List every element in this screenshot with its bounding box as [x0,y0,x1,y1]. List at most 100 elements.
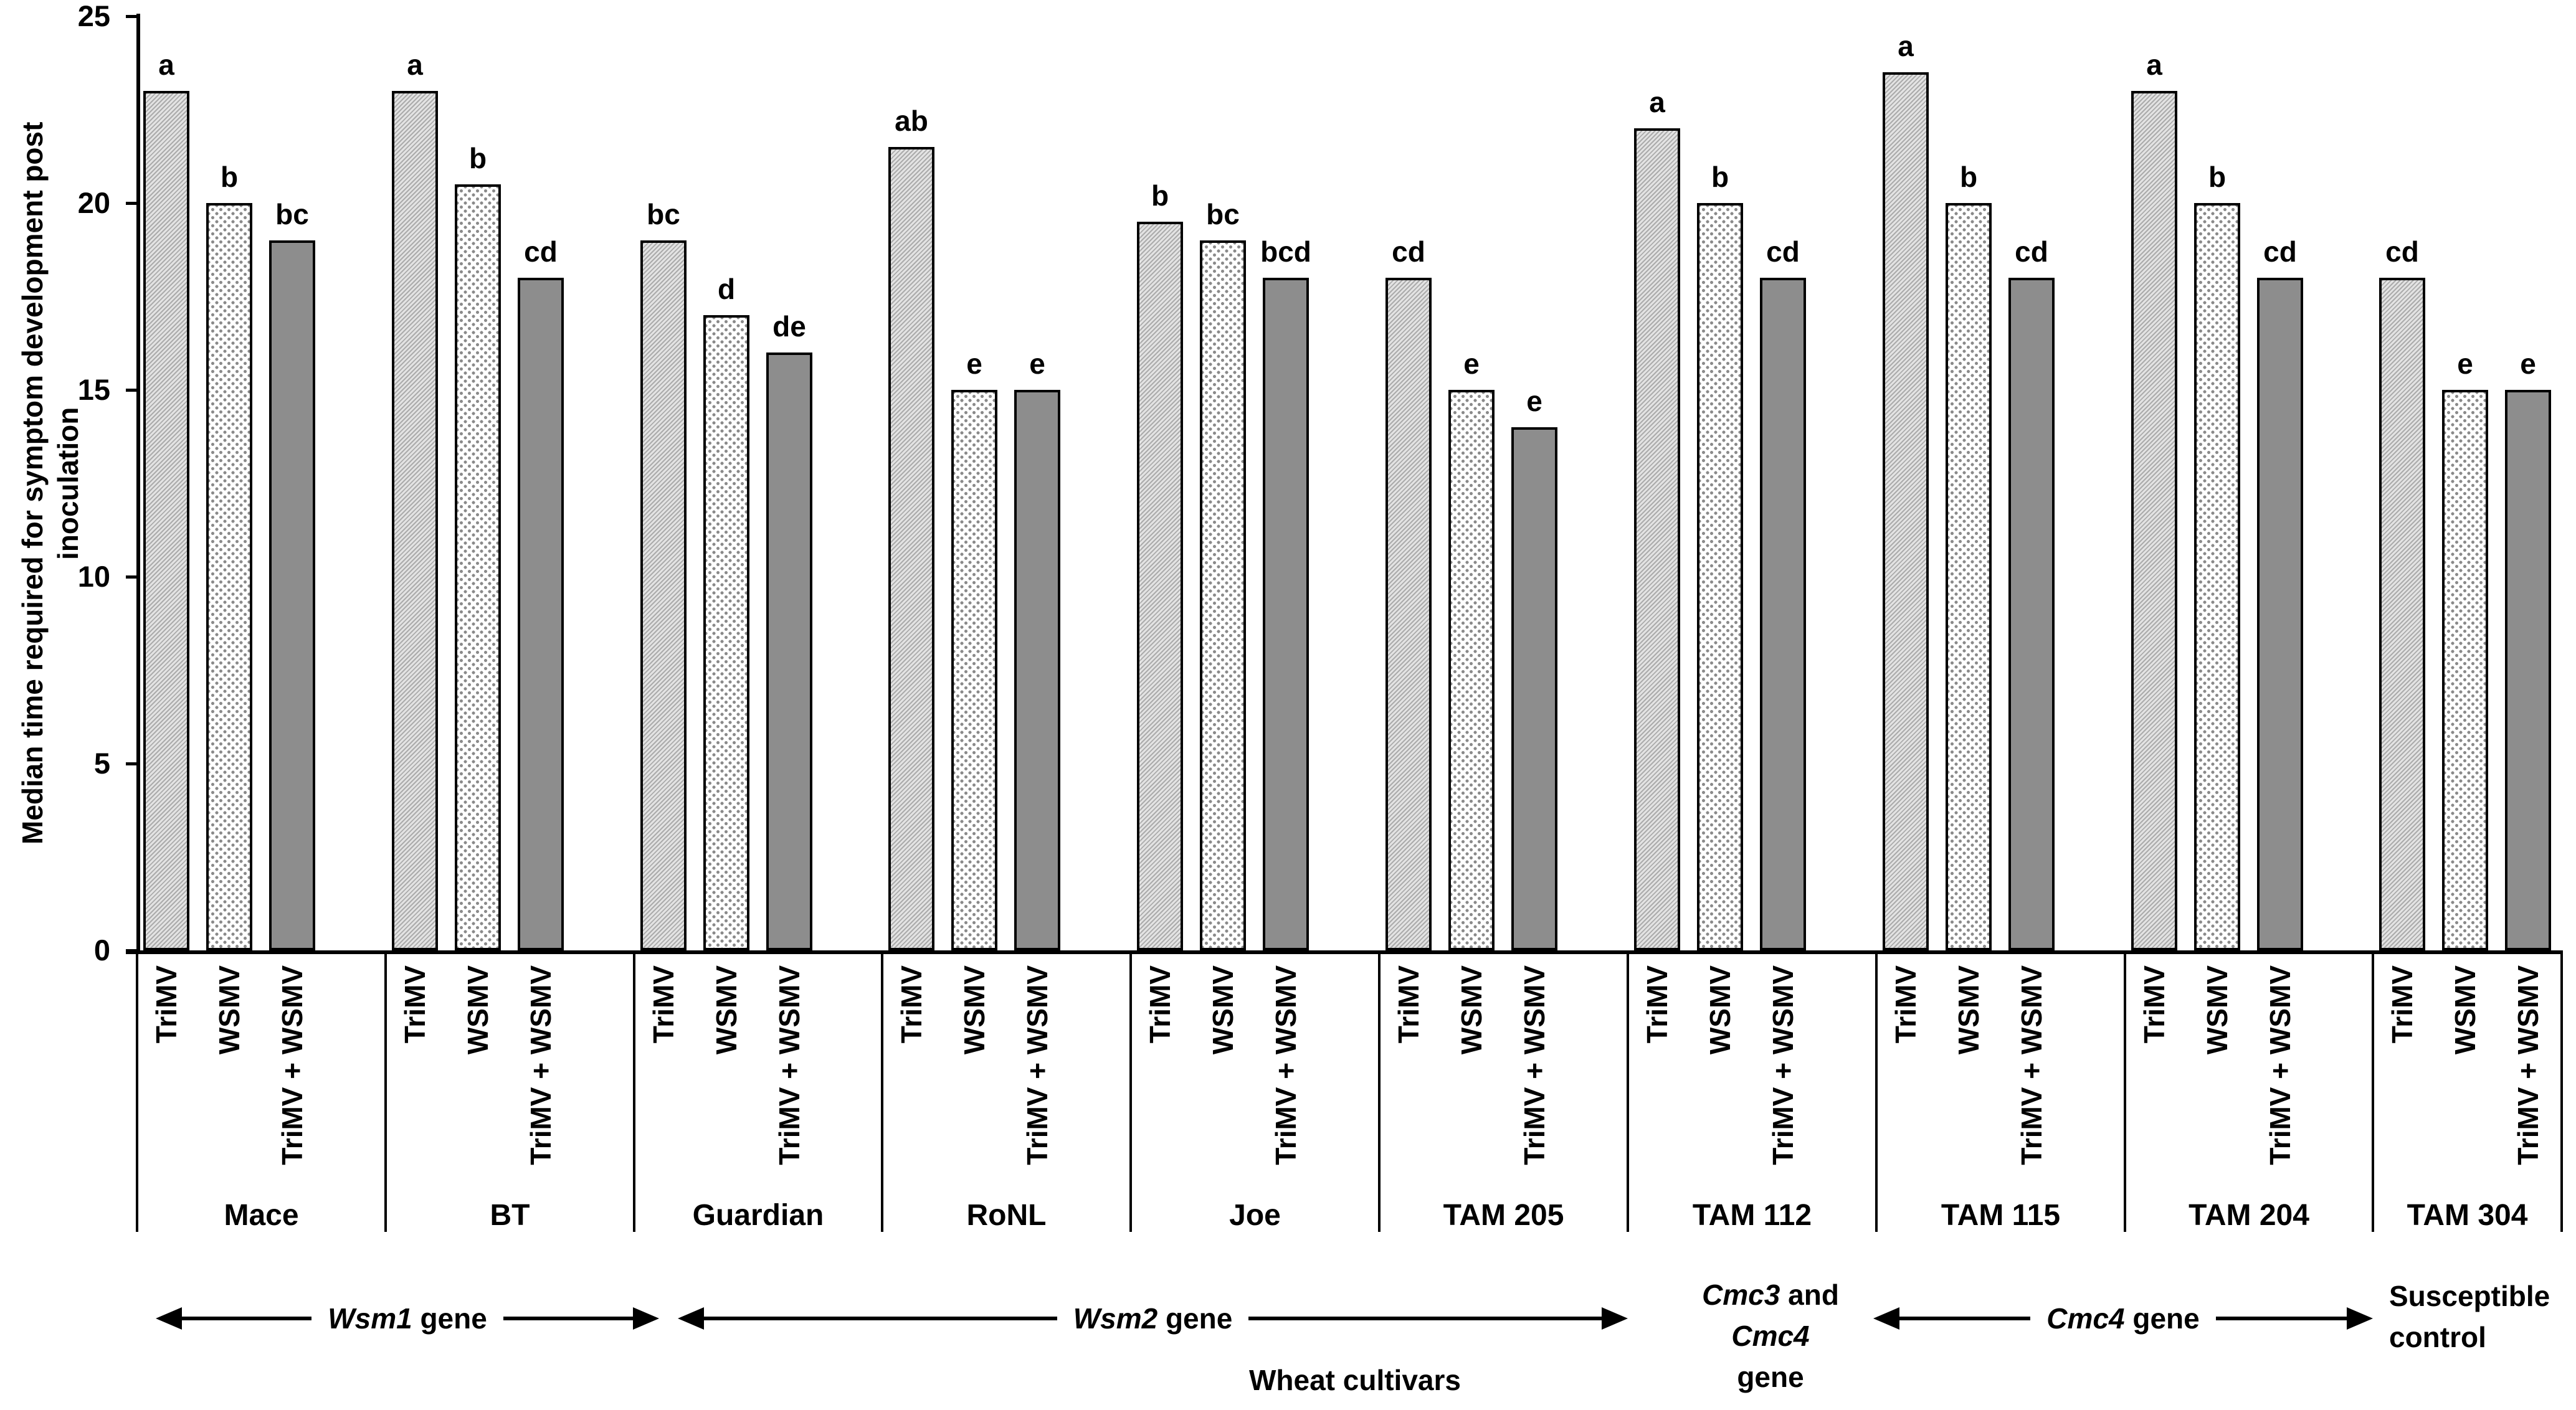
significance-letter: b [220,161,239,193]
wsm2-gene-arrow: Wsm2 gene [678,1300,1628,1337]
wsm1-gene-label: Wsm1 gene [311,1300,503,1337]
group-divider [1875,950,1878,1232]
annotation-line: control [2389,1317,2576,1358]
cultivar-label: Joe [1229,1199,1281,1232]
significance-letter: cd [524,235,558,268]
cmc4-gene-label: Cmc4 gene [2030,1300,2215,1337]
treatment-label: WSMV [710,965,743,1055]
arrow-shaft [182,1317,312,1320]
annotation-text: gene [1737,1361,1804,1393]
group-divider [881,950,883,1232]
significance-letter: a [2146,49,2162,81]
treatment-label: WSMV [462,965,494,1055]
significance-letter: a [407,49,423,81]
significance-letter: cd [2385,235,2419,268]
significance-letter: ab [895,105,928,137]
arrowhead-left-icon [678,1307,704,1330]
annotation-text: Susceptible [2389,1280,2550,1312]
significance-letter: a [158,49,174,81]
significance-letter: a [1898,30,1914,62]
cultivar-label: TAM 112 [1692,1199,1812,1232]
treatment-label: TriMV [2386,965,2418,1044]
y-axis-line [136,14,140,953]
gene-symbol: Wsm2 [1073,1302,1158,1335]
cultivar-label: Guardian [692,1199,824,1232]
significance-letter: b [1711,161,1729,193]
group-divider [2372,950,2374,1232]
cmc3-cmc4-gene-label: Cmc3 and Cmc4 gene [1627,1274,1914,1398]
annotation-text: gene [2124,1302,2200,1335]
bar-bt-wsmv [455,184,501,950]
treatment-label: TriMV + WSMV [1270,965,1302,1165]
significance-letter: de [772,310,806,343]
cultivar-label: RoNL [966,1199,1047,1232]
cultivar-label: Mace [224,1199,299,1232]
significance-letter: e [1029,348,1045,380]
label-box-right-edge [2560,950,2563,1232]
label-box-left-edge [136,950,138,1232]
significance-letter: bc [1206,198,1240,230]
annotation-text: control [2389,1321,2486,1353]
bar-ronl-trimv-wsmv [1014,390,1060,950]
treatment-label: WSMV [958,965,991,1055]
group-divider [2124,950,2126,1232]
gene-symbol: Cmc4 [2046,1302,2125,1335]
cultivar-label: TAM 115 [1941,1199,2061,1232]
significance-letter: bc [275,198,309,230]
bar-mace-wsmv [206,203,252,950]
arrow-shaft [1248,1317,1602,1320]
bar-tam115-trimv-wsmv [2008,278,2055,950]
bar-tam205-trimv [1385,278,1432,950]
treatment-label: TriMV [1144,965,1176,1044]
y-tick-mark [126,389,136,392]
significance-letter: cd [1766,235,1800,268]
bar-joe-trimv-wsmv [1263,278,1309,950]
wsm1-gene-arrow: Wsm1 gene [156,1300,660,1337]
significance-letter: cd [1392,235,1425,268]
annotation-text: gene [1157,1302,1233,1335]
bar-guardian-wsmv [703,315,749,950]
treatment-label: TriMV [399,965,431,1044]
wsm2-gene-label: Wsm2 gene [1057,1300,1249,1337]
treatment-label: WSMV [213,965,245,1055]
arrowhead-right-icon [1602,1307,1628,1330]
significance-letter: b [2208,161,2227,193]
bar-mace-trimv-wsmv [269,240,315,950]
bar-ronl-trimv [888,147,934,950]
susceptible-control-label: Susceptible control [2389,1275,2576,1358]
bar-tam115-trimv [1883,72,1929,950]
arrowhead-left-icon [156,1307,182,1330]
bar-joe-trimv [1137,222,1183,950]
treatment-label: WSMV [1704,965,1736,1055]
bar-tam115-wsmv [1946,203,1992,950]
treatment-label: TriMV + WSMV [1767,965,1799,1165]
y-axis-title: Median time required for symptom develop… [15,16,86,950]
y-axis-title-line: inoculation [52,407,84,560]
treatment-label: TriMV [2138,965,2170,1044]
bar-guardian-trimv [640,240,687,950]
treatment-label: TriMV [647,965,680,1044]
arrow-shaft [1899,1317,2031,1320]
treatment-label: WSMV [2201,965,2233,1055]
group-divider [633,950,635,1232]
cmc4-gene-arrow: Cmc4 gene [1873,1300,2374,1337]
treatment-label: TriMV + WSMV [2015,965,2048,1165]
significance-letter: b [1959,161,1978,193]
treatment-label: TriMV + WSMV [1518,965,1551,1165]
x-axis-title: Wheat cultivars [1249,1364,1461,1396]
significance-letter: cd [2015,235,2048,268]
significance-letter: b [468,142,487,174]
group-divider [1378,950,1381,1232]
group-divider [1627,950,1629,1232]
bar-tam112-trimv-wsmv [1760,278,1806,950]
y-axis-title-line: Median time required for symptom develop… [16,121,49,845]
treatment-label: TriMV + WSMV [2264,965,2296,1165]
bar-ronl-wsmv [951,390,997,950]
bar-tam204-wsmv [2194,203,2240,950]
y-tick-label: 10 [77,560,110,593]
arrowhead-right-icon [2347,1307,2374,1330]
bar-tam304-trimv-wsmv [2505,390,2551,950]
cultivar-label: TAM 204 [2189,1199,2309,1232]
bar-tam112-trimv [1634,128,1680,950]
